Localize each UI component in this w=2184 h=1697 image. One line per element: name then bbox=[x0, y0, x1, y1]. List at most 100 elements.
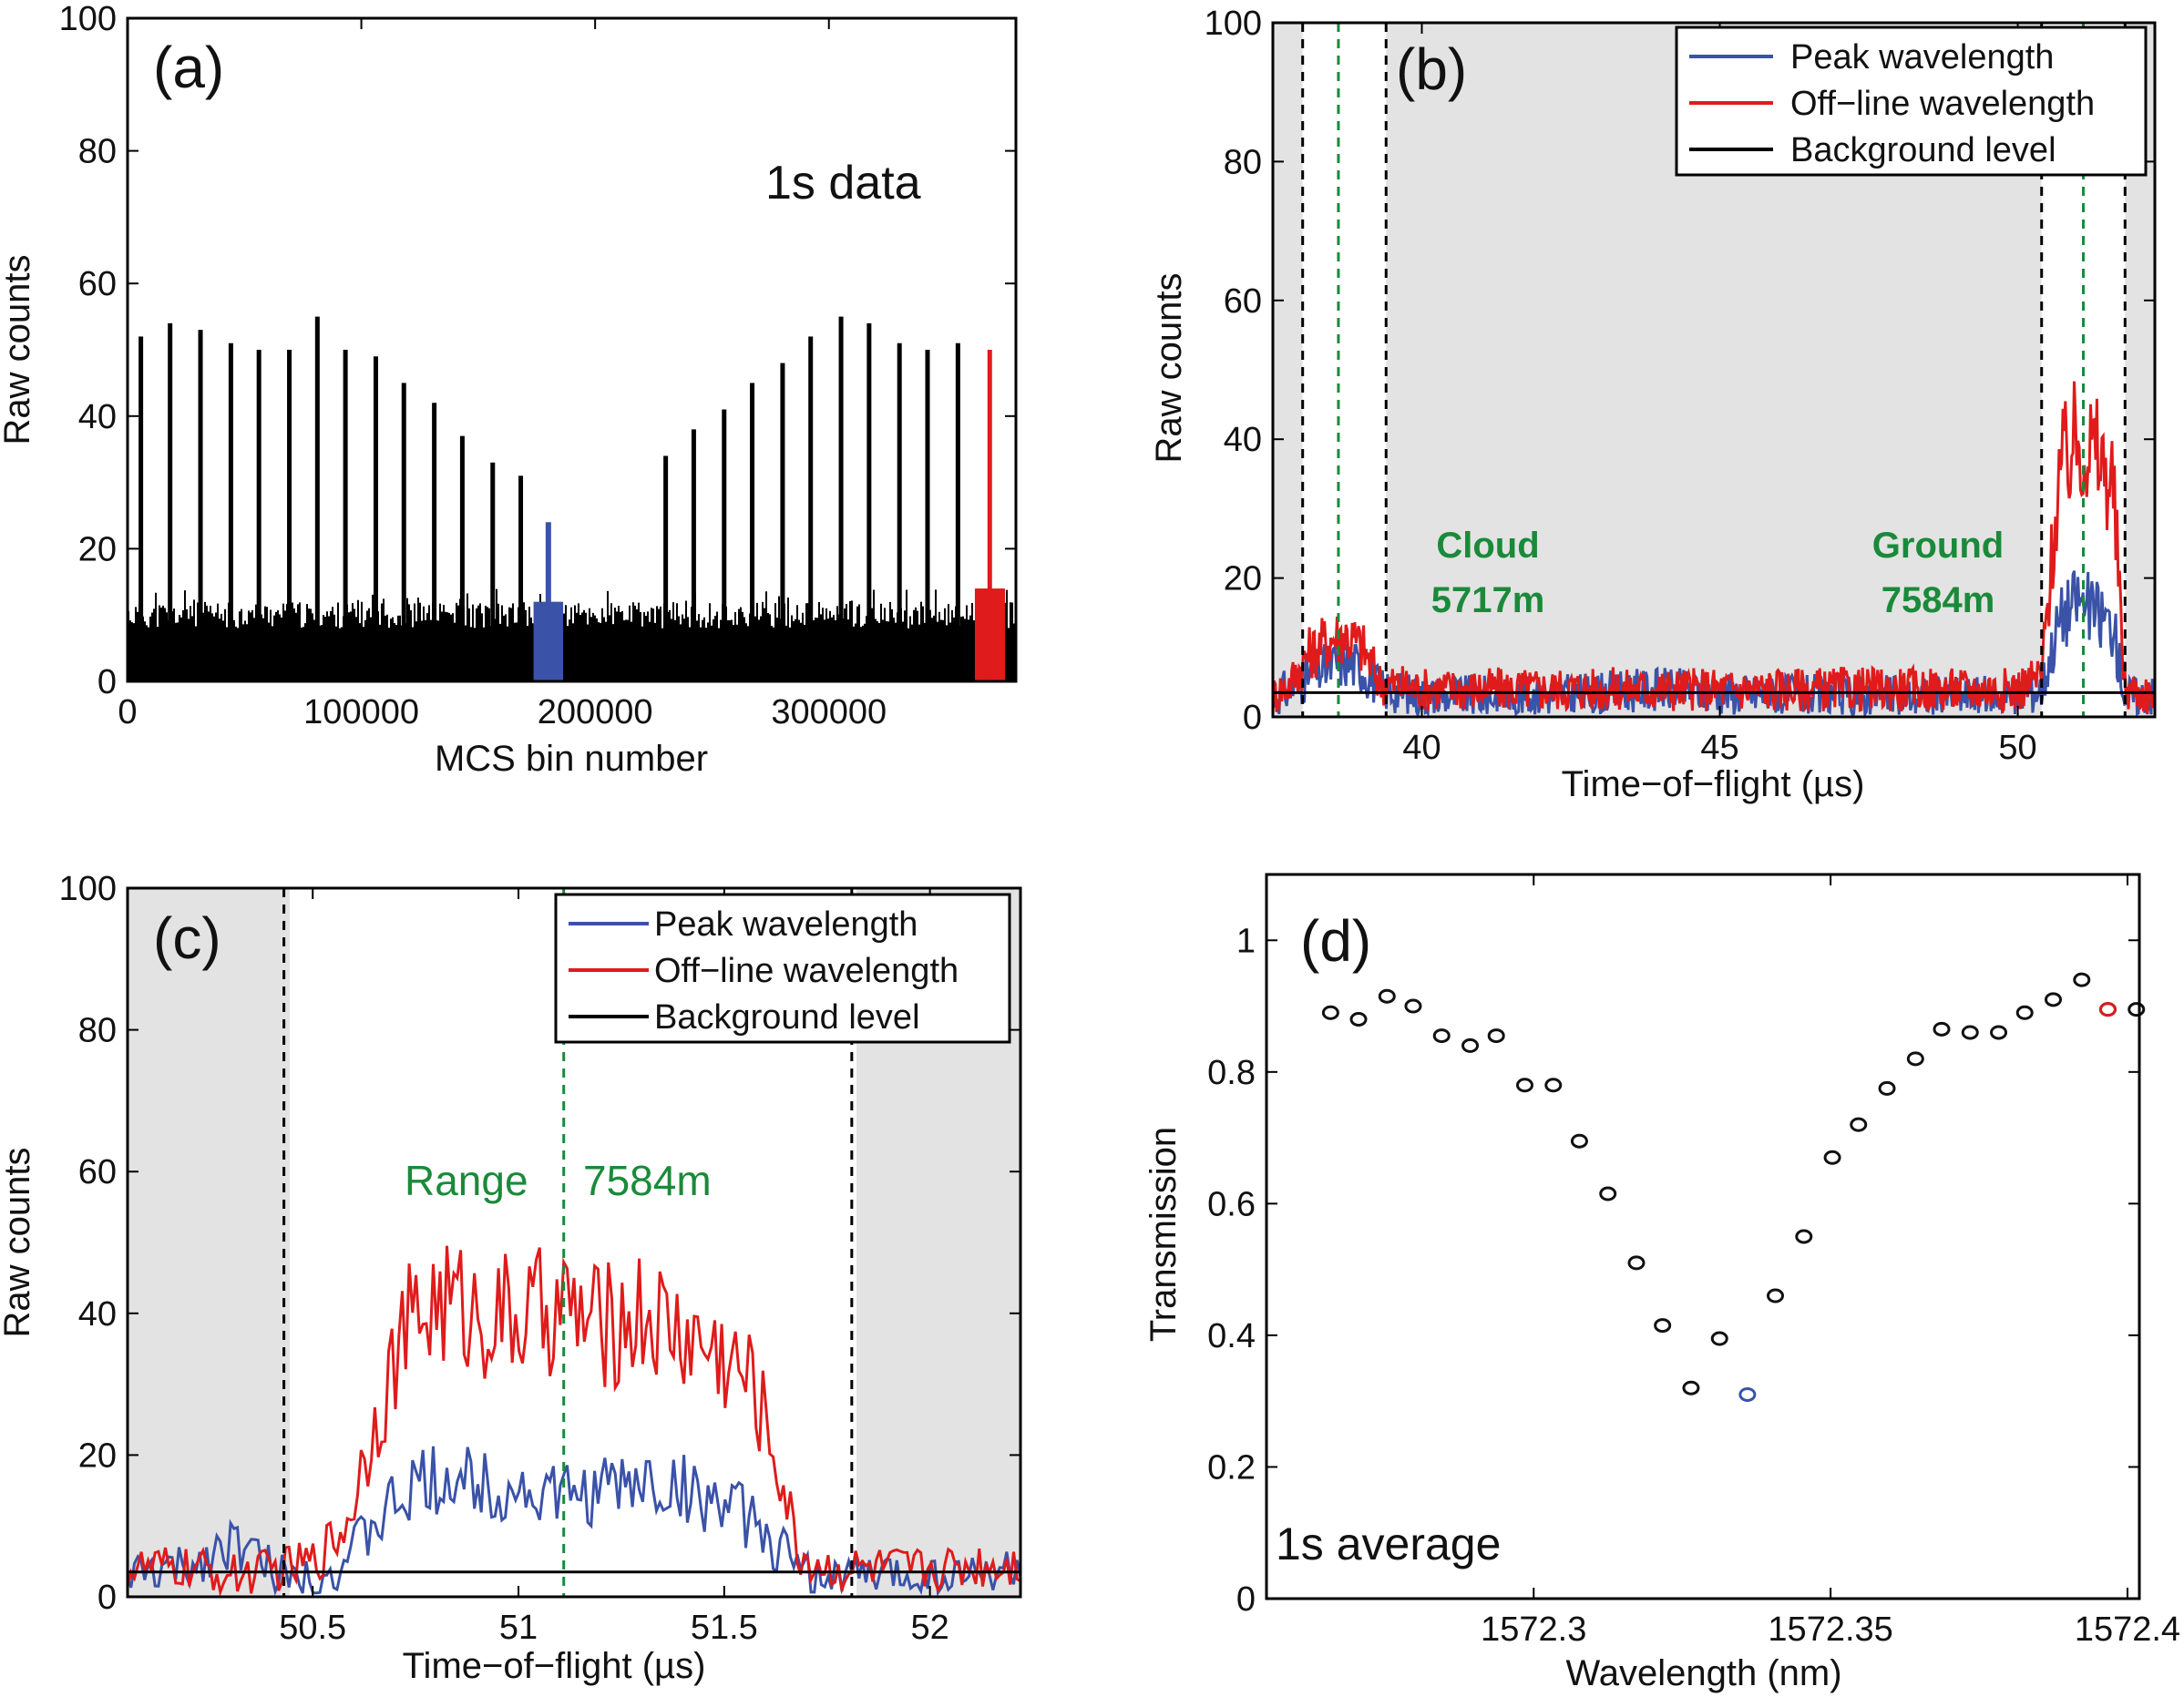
panel-d-point bbox=[2015, 1005, 2034, 1020]
panel-d-ytick-label: 1 bbox=[1236, 922, 1256, 960]
panel-a-spike bbox=[925, 350, 930, 681]
panel-a-ticks: 0 100000 200000 300000 0 20 40 60 80 100 bbox=[59, 0, 1016, 731]
panel-d-ylabel: Transmission bbox=[1143, 1127, 1184, 1342]
panel-d-point bbox=[1823, 1150, 1841, 1165]
panel-a-spike bbox=[750, 383, 755, 681]
panel-a-spike bbox=[373, 356, 378, 681]
panel-a-offline-spike bbox=[987, 350, 992, 681]
panel-b-ytick-label: 60 bbox=[1224, 282, 1262, 321]
panel-c: 50.5 51 51.5 52 0 20 40 60 80 100 Peak wavelength… bbox=[0, 870, 1022, 1686]
panel-a-spike bbox=[228, 342, 233, 681]
panel-d-ytick-label: 0.4 bbox=[1207, 1317, 1256, 1355]
panel-d-point bbox=[1544, 1078, 1563, 1093]
panel-b-ytick-label: 0 bbox=[1243, 699, 1262, 737]
panel-a-spike bbox=[168, 322, 173, 681]
panel-a-spike bbox=[780, 363, 785, 681]
panel-c-ylabel: Raw counts bbox=[0, 1148, 37, 1338]
panel-a-annotation: 1s data bbox=[765, 157, 921, 210]
panel-d-point bbox=[1599, 1186, 1617, 1201]
panel-a-spike bbox=[256, 350, 261, 681]
panel-b-ytick-label: 80 bbox=[1224, 143, 1262, 181]
panel-d-point-offline bbox=[2098, 1002, 2117, 1017]
panel-b-gate-window bbox=[1302, 23, 1387, 717]
panel-d-point bbox=[1432, 1028, 1451, 1044]
panel-a-ytick-label: 40 bbox=[78, 398, 117, 436]
panel-c-ytick-label: 20 bbox=[78, 1436, 117, 1475]
panel-c-shaded-left bbox=[128, 888, 290, 1597]
panel-d-point bbox=[1850, 1117, 1868, 1132]
panel-a-spike bbox=[897, 342, 902, 681]
panel-b-legend-peak: Peak wavelength bbox=[1790, 38, 2054, 77]
panel-a-label: (a) bbox=[153, 35, 224, 100]
panel-d-point bbox=[1878, 1080, 1896, 1096]
panel-d-point bbox=[1933, 1021, 1951, 1037]
panel-d-ytick-label: 0.8 bbox=[1207, 1054, 1256, 1092]
panel-a-spike bbox=[287, 350, 292, 681]
panel-d-plot-area bbox=[1321, 972, 2146, 1402]
panel-c-xtick-label: 51.5 bbox=[691, 1609, 758, 1647]
panel-c-ytick-label: 100 bbox=[59, 870, 117, 908]
panel-a-spike bbox=[518, 475, 524, 681]
panel-c-xtick-label: 52 bbox=[911, 1609, 949, 1647]
panel-b-xtick-label: 40 bbox=[1402, 729, 1441, 767]
panel-c-legend-background: Background level bbox=[654, 998, 920, 1037]
panel-d-point bbox=[1515, 1078, 1533, 1093]
panel-a-spike bbox=[955, 342, 960, 681]
panel-d-point bbox=[1570, 1133, 1588, 1149]
panel-d-label: (d) bbox=[1300, 908, 1371, 974]
panel-d-xtick-label: 1572.35 bbox=[1768, 1610, 1892, 1649]
panel-d-ytick-label: 0.6 bbox=[1207, 1185, 1256, 1223]
panel-b-ground-label: Ground bbox=[1872, 526, 2004, 566]
panel-b-frame bbox=[1271, 21, 2157, 719]
panel-b-legend: Peak wavelength Off−line wavelength Back… bbox=[1675, 26, 2148, 177]
panel-d-point bbox=[1404, 998, 1422, 1014]
panel-a: 0 100000 200000 300000 0 20 40 60 80 100 (a) 1s d… bbox=[0, 0, 1018, 779]
panel-b-legend-background: Background level bbox=[1790, 131, 2056, 169]
panel-a-ytick-label: 0 bbox=[97, 663, 117, 701]
panel-c-xlabel: Time−of−flight (µs) bbox=[403, 1646, 706, 1686]
panel-b-ylabel: Raw counts bbox=[1149, 273, 1189, 464]
panel-a-ytick-label: 60 bbox=[78, 265, 117, 303]
panel-d-point bbox=[2045, 992, 2063, 1007]
panel-d-point bbox=[2128, 1002, 2146, 1017]
panel-a-spike bbox=[808, 336, 814, 681]
panel-d-point bbox=[1795, 1229, 1813, 1244]
panel-c-ytick-label: 80 bbox=[78, 1012, 117, 1050]
panel-a-spike bbox=[401, 383, 406, 681]
panel-b-xlabel: Time−of−flight (µs) bbox=[1562, 764, 1865, 804]
panel-d-xtick-label: 1572.3 bbox=[1481, 1610, 1586, 1649]
panel-d-ytick-label: 0 bbox=[1236, 1580, 1256, 1619]
panel-b-ground-range: 7584m bbox=[1882, 580, 1995, 620]
panel-c-ticks: 50.5 51 51.5 52 0 20 40 60 80 100 bbox=[59, 870, 1020, 1647]
panel-d-point bbox=[1321, 1005, 1339, 1020]
panel-d-frame bbox=[1265, 873, 2141, 1600]
panel-c-legend-peak: Peak wavelength bbox=[654, 905, 918, 944]
panel-d-point bbox=[1682, 1380, 1700, 1395]
panel-a-ytick-label: 20 bbox=[78, 530, 117, 568]
panel-a-noise-floor bbox=[128, 588, 1017, 681]
panel-a-ylabel: Raw counts bbox=[0, 255, 37, 445]
panel-d-point bbox=[1461, 1038, 1480, 1053]
panel-a-spike bbox=[722, 409, 727, 681]
panel-b-cloud-range: 5717m bbox=[1431, 580, 1545, 620]
panel-d-ticks: 1572.3 1572.35 1572.4 0 0.2 0.4 0.6 0.8 1 bbox=[1207, 874, 2180, 1649]
panel-a-spike bbox=[490, 462, 496, 681]
panel-c-range-label: Range bbox=[405, 1157, 528, 1204]
panel-d-point bbox=[1627, 1255, 1646, 1271]
panel-b-ytick-label: 100 bbox=[1205, 5, 1262, 43]
panel-b-series-offline bbox=[1271, 381, 2157, 715]
panel-c-range-value: 7584m bbox=[583, 1157, 712, 1204]
panel-a-xlabel: MCS bin number bbox=[435, 739, 708, 779]
panel-d-point bbox=[1710, 1331, 1728, 1346]
panel-c-legend: Peak wavelength Off−line wavelength Back… bbox=[554, 893, 1011, 1044]
panel-d: 1572.3 1572.35 1572.4 0 0.2 0.4 0.6 0.8 1 (d) 1s… bbox=[1143, 873, 2180, 1693]
panel-a-xtick-label: 0 bbox=[118, 693, 137, 731]
panel-b-ytick-label: 40 bbox=[1224, 421, 1262, 459]
panel-b-ytick-label: 20 bbox=[1224, 560, 1262, 598]
panel-b-label: (b) bbox=[1396, 36, 1467, 102]
panel-a-frame bbox=[126, 16, 1018, 683]
panel-a-peak-spike bbox=[545, 522, 551, 681]
panel-d-annotation: 1s average bbox=[1276, 1518, 1501, 1569]
panel-a-spike bbox=[459, 435, 465, 681]
panel-d-point bbox=[2073, 972, 2091, 987]
